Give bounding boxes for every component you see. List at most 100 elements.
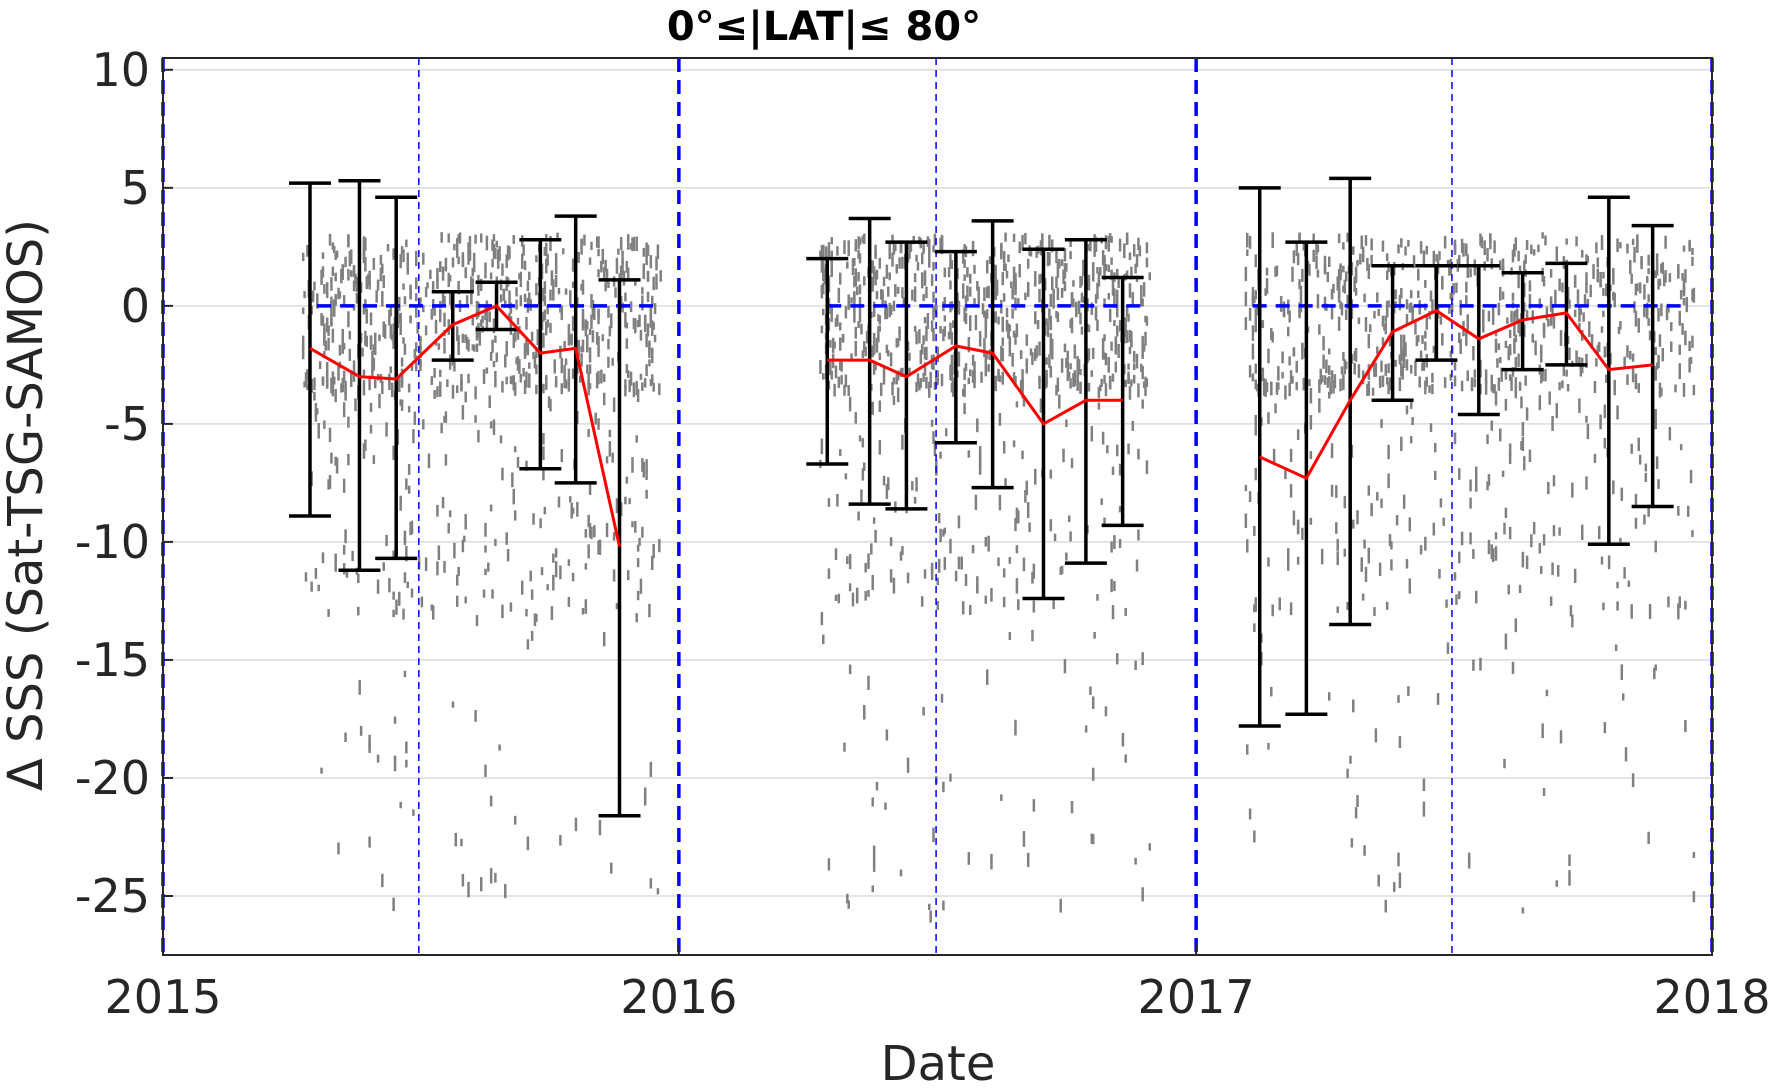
scatter-point <box>974 494 978 510</box>
scatter-point <box>1113 580 1116 591</box>
scatter-point <box>1292 347 1296 356</box>
scatter-point <box>1320 548 1324 565</box>
scatter-point <box>362 236 366 249</box>
scatter-point <box>1417 290 1420 299</box>
scatter-point <box>871 276 874 292</box>
scatter-point <box>1532 249 1536 256</box>
scatter-point <box>554 376 558 388</box>
scatter-point <box>475 343 479 352</box>
scatter-point <box>1565 238 1568 245</box>
scatter-point <box>1397 244 1400 254</box>
scatter-point <box>952 320 955 328</box>
scatter-point <box>301 343 305 360</box>
scatter-point <box>1679 290 1683 300</box>
scatter-point <box>1517 318 1520 334</box>
scatter-point <box>494 380 497 388</box>
scatter-point <box>1448 305 1451 314</box>
scatter-point <box>1466 314 1469 330</box>
scatter-point <box>937 558 941 573</box>
scatter-point <box>1644 463 1648 472</box>
scatter-point <box>419 359 422 367</box>
scatter-point <box>1278 597 1282 611</box>
scatter-point <box>641 382 644 391</box>
scatter-point <box>1568 870 1571 886</box>
scatter-point <box>571 316 575 332</box>
scatter-point <box>1336 538 1339 551</box>
scatter-point <box>1501 470 1505 477</box>
scatter-point <box>871 885 874 893</box>
scatter-point <box>461 334 465 342</box>
scatter-point <box>1368 324 1372 333</box>
scatter-point <box>1069 378 1072 389</box>
scatter-point <box>1398 736 1402 748</box>
scatter-point <box>416 322 419 334</box>
scatter-point <box>526 836 530 851</box>
scatter-point <box>323 351 326 359</box>
scatter-point <box>1295 240 1298 257</box>
scatter-point <box>1634 310 1638 327</box>
scatter-point <box>1677 603 1680 620</box>
scatter-point <box>403 534 407 542</box>
scatter-points <box>301 232 1696 923</box>
scatter-point <box>1142 344 1146 352</box>
scatter-point <box>419 297 422 308</box>
scatter-point <box>520 253 524 269</box>
scatter-point <box>580 283 583 291</box>
y-tick-label: 10 <box>91 43 150 97</box>
scatter-point <box>1343 548 1347 557</box>
scatter-point <box>1244 317 1248 330</box>
scatter-point <box>1091 696 1095 709</box>
scatter-point <box>1244 484 1248 492</box>
scatter-point <box>1001 316 1005 333</box>
scatter-point <box>468 248 472 261</box>
scatter-point <box>1514 237 1518 251</box>
scatter-point <box>874 271 877 286</box>
scatter-point <box>861 468 865 481</box>
scatter-point <box>1069 251 1072 260</box>
scatter-point <box>1025 480 1029 496</box>
scatter-point <box>961 283 965 299</box>
scatter-point <box>1453 432 1457 445</box>
scatter-point <box>1253 525 1256 536</box>
scatter-point <box>1265 382 1269 393</box>
scatter-point <box>542 446 545 461</box>
scatter-point <box>554 561 558 578</box>
scatter-point <box>966 285 969 302</box>
scatter-point <box>1631 353 1635 362</box>
scatter-point <box>362 369 366 377</box>
scatter-point <box>863 341 866 353</box>
scatter-point <box>936 601 939 611</box>
scatter-point <box>932 354 935 370</box>
scatter-point <box>1469 532 1472 545</box>
scatter-point <box>1387 300 1390 308</box>
scatter-point <box>1559 730 1563 744</box>
scatter-point <box>400 368 404 384</box>
scatter-point <box>1298 279 1301 290</box>
scatter-point <box>1450 302 1454 312</box>
scatter-point <box>1626 374 1629 385</box>
scatter-point <box>525 371 528 388</box>
scatter-point <box>472 344 476 352</box>
scatter-point <box>1354 348 1358 362</box>
scatter-point <box>542 287 545 302</box>
scatter-point <box>1079 276 1082 288</box>
scatter-point <box>398 296 401 312</box>
scatter-point <box>1613 292 1616 308</box>
scatter-point <box>1449 350 1453 358</box>
scatter-point <box>352 280 356 292</box>
scatter-point <box>574 817 578 832</box>
scatter-point <box>885 306 889 320</box>
scatter-point <box>848 664 852 675</box>
scatter-point <box>1270 381 1273 391</box>
scatter-point <box>878 325 882 332</box>
scatter-point <box>379 267 383 282</box>
scatter-point <box>494 872 497 883</box>
scatter-point <box>1352 699 1355 713</box>
scatter-point <box>409 284 412 299</box>
scatter-point <box>925 346 928 361</box>
scatter-point <box>1657 308 1660 322</box>
scatter-point <box>1586 256 1590 263</box>
scatter-point <box>1008 336 1012 345</box>
scatter-point <box>1367 334 1371 349</box>
scatter-point <box>306 382 309 391</box>
